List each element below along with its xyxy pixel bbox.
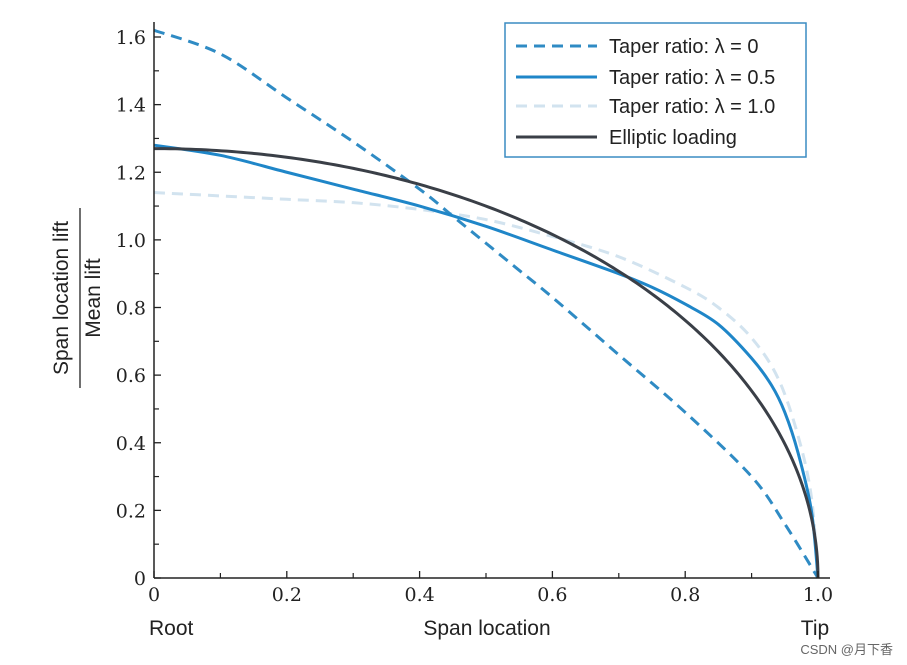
series-line-0 bbox=[153, 28, 820, 579]
x-tick-label: 0.6 bbox=[537, 584, 567, 606]
series-line-2 bbox=[153, 191, 820, 579]
y-tick-label: 0.8 bbox=[116, 298, 146, 320]
y-tick-label: 0.6 bbox=[116, 365, 146, 387]
plot-lines bbox=[153, 28, 820, 579]
x-axis-label: Span location bbox=[423, 617, 550, 640]
y-tick-label: 1.4 bbox=[116, 95, 146, 117]
x-tick-label: 0.4 bbox=[404, 584, 434, 606]
series-line-1 bbox=[153, 143, 820, 579]
x-tick-label: 0 bbox=[148, 584, 160, 606]
legend: Taper ratio: λ = 0 Taper ratio: λ = 0.5 … bbox=[504, 22, 807, 158]
y-ticks: 0 0.2 0.4 0.6 0.8 1.0 1.2 1.4 1.6 bbox=[116, 27, 161, 590]
legend-label-2: Taper ratio: λ = 1.0 bbox=[609, 96, 775, 118]
y-tick-label: 0 bbox=[134, 568, 146, 590]
legend-label-3: Elliptic loading bbox=[609, 127, 737, 149]
y-tick-label: 1.6 bbox=[116, 27, 146, 49]
y-tick-label: 1.0 bbox=[116, 230, 146, 252]
y-tick-label: 1.2 bbox=[116, 162, 146, 184]
x-label-tip: Tip bbox=[801, 617, 829, 640]
y-tick-label: 0.2 bbox=[116, 500, 146, 522]
x-tick-label: 0.8 bbox=[670, 584, 700, 606]
y-label-denominator: Mean lift bbox=[82, 258, 105, 338]
y-tick-label: 0.4 bbox=[116, 433, 146, 455]
series-line-elliptic bbox=[153, 147, 820, 579]
x-ticks: 0 0.2 0.4 0.6 0.8 1.0 bbox=[148, 571, 833, 606]
y-axis-label: Span location lift Mean lift bbox=[50, 208, 105, 388]
legend-label-0: Taper ratio: λ = 0 bbox=[609, 36, 759, 58]
x-label-root: Root bbox=[149, 617, 194, 640]
x-tick-label: 1.0 bbox=[803, 584, 833, 606]
legend-label-1: Taper ratio: λ = 0.5 bbox=[609, 67, 775, 89]
x-tick-label: 0.2 bbox=[272, 584, 302, 606]
watermark: CSDN @月下香 bbox=[800, 642, 893, 657]
y-label-numerator: Span location lift bbox=[50, 221, 73, 375]
